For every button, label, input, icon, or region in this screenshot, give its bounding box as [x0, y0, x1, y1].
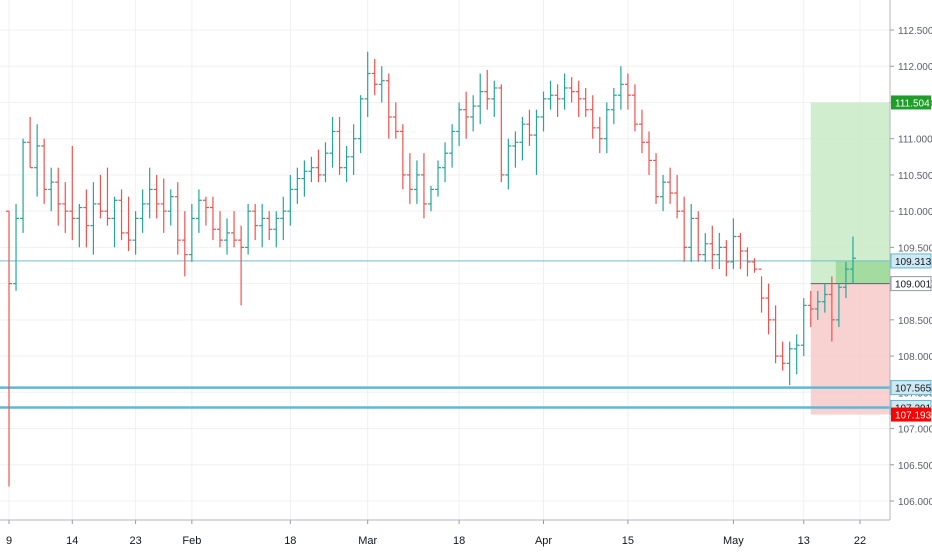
x-tick-label: 18	[453, 535, 465, 547]
target-price-badge-label: 111.504	[895, 98, 930, 109]
target-price-badge[interactable]: 111.504	[891, 95, 931, 110]
entry-price-badge[interactable]: 109.001	[890, 276, 932, 292]
y-tick-label: 110.000	[898, 207, 932, 218]
stop-price-badge-box	[891, 407, 931, 422]
x-tick-label: 22	[854, 535, 866, 547]
y-tick-label: 112.000	[898, 62, 932, 73]
y-tick-label: 108.500	[898, 316, 932, 327]
y-tick-label: 109.500	[898, 243, 932, 254]
y-tick-label: 110.500	[898, 171, 932, 182]
x-tick-label: Apr	[535, 535, 552, 547]
stop-price-badge-label: 107.193	[895, 411, 932, 422]
price-line-badge-label: 107.565	[895, 384, 932, 395]
y-tick-label: 106.000	[898, 497, 932, 508]
target-zone[interactable]	[810, 102, 890, 284]
target-price-badge-box	[891, 95, 931, 110]
x-tick-label: 14	[66, 535, 78, 547]
y-tick-label: 112.500	[898, 26, 932, 37]
x-tick-label: 13	[798, 535, 810, 547]
stop-zone[interactable]	[810, 283, 890, 415]
price-line-badge-box	[890, 253, 932, 269]
y-tick-label: 108.000	[898, 352, 932, 363]
stop-price-badge[interactable]: 107.193	[891, 407, 932, 422]
y-tick-label: 107.000	[898, 425, 932, 436]
price-line-badge[interactable]: 109.313	[890, 253, 932, 269]
x-tick-label: 18	[284, 535, 296, 547]
price-line-badge-label: 109.313	[895, 257, 932, 268]
x-tick-label: 9	[6, 535, 12, 547]
price-line-badge[interactable]: 107.565	[890, 380, 932, 396]
open-profit-zone	[835, 260, 890, 284]
x-tick-label: May	[723, 535, 744, 547]
y-tick-label: 111.000	[898, 135, 932, 146]
entry-price-badge-label: 109.001	[895, 280, 932, 291]
x-tick-label: 23	[129, 535, 141, 547]
x-tick-label: 15	[622, 535, 634, 547]
price-line-badge-box	[890, 380, 932, 396]
x-tick-label: Mar	[358, 535, 377, 547]
y-tick-label: 106.500	[898, 461, 932, 472]
entry-price-badge-box	[890, 276, 932, 292]
x-tick-label: Feb	[182, 535, 201, 547]
